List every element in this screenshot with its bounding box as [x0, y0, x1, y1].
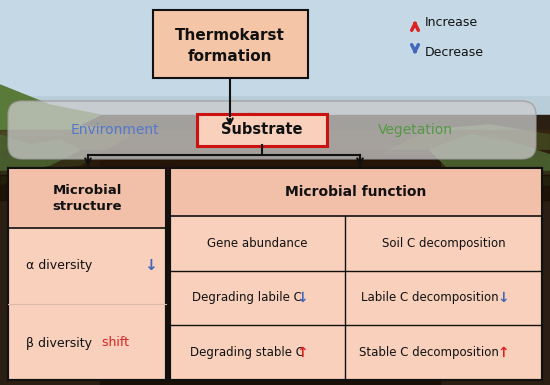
Bar — [0, 130, 550, 155]
Bar — [8, 168, 166, 380]
Text: Soil C decomposition: Soil C decomposition — [382, 237, 505, 250]
Text: Degrading stable C: Degrading stable C — [190, 346, 304, 359]
FancyBboxPatch shape — [197, 114, 327, 146]
Bar — [170, 168, 542, 380]
Text: ↓: ↓ — [144, 258, 156, 273]
Bar — [8, 168, 166, 380]
FancyBboxPatch shape — [152, 10, 307, 78]
Text: Decrease: Decrease — [425, 45, 484, 59]
Bar — [8, 168, 166, 228]
Text: Stable C decomposition: Stable C decomposition — [360, 346, 499, 359]
Text: ↓: ↓ — [296, 291, 308, 305]
Polygon shape — [0, 105, 130, 185]
Text: shift: shift — [98, 336, 129, 350]
Polygon shape — [0, 95, 550, 135]
Text: Vegetation: Vegetation — [377, 123, 453, 137]
Text: Environment: Environment — [71, 123, 160, 137]
Text: ↑: ↑ — [296, 346, 308, 360]
Text: Labile C decomposition: Labile C decomposition — [361, 291, 498, 305]
Bar — [170, 168, 542, 216]
Polygon shape — [0, 85, 100, 135]
Bar — [0, 175, 550, 200]
Text: Degrading labile C: Degrading labile C — [192, 291, 303, 305]
Text: ↓: ↓ — [498, 291, 509, 305]
Text: Microbial
structure: Microbial structure — [52, 184, 122, 213]
Text: formation: formation — [188, 49, 272, 64]
FancyBboxPatch shape — [8, 101, 536, 159]
Text: β diversity: β diversity — [26, 336, 92, 350]
Bar — [100, 155, 440, 385]
Polygon shape — [380, 125, 550, 185]
Bar — [0, 0, 550, 95]
Text: Thermokarst: Thermokarst — [175, 28, 285, 44]
Text: Substrate: Substrate — [221, 122, 302, 137]
Bar — [0, 0, 550, 135]
Text: α diversity: α diversity — [26, 259, 92, 273]
Polygon shape — [0, 135, 80, 170]
Text: ↑: ↑ — [498, 346, 509, 360]
Text: Increase: Increase — [425, 17, 478, 30]
Bar — [0, 115, 550, 385]
Polygon shape — [440, 135, 550, 165]
Text: Gene abundance: Gene abundance — [207, 237, 307, 250]
Bar — [170, 168, 542, 380]
Polygon shape — [430, 135, 550, 170]
Bar — [0, 150, 550, 175]
Text: Microbial function: Microbial function — [285, 185, 427, 199]
